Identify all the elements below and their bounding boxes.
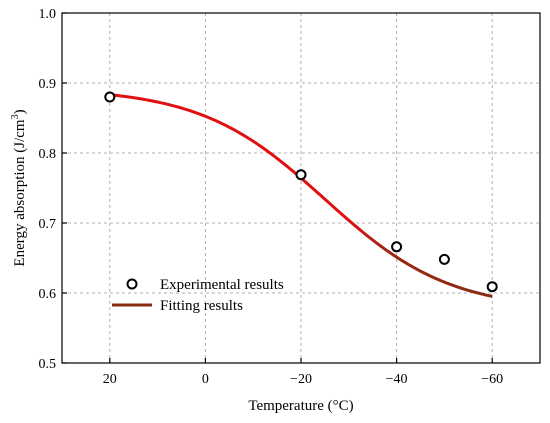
legend-marker-experimental xyxy=(126,278,138,290)
y-axis-title: Energy absorption (J/cm3) xyxy=(10,109,28,266)
data-point xyxy=(391,241,403,253)
data-point xyxy=(104,91,116,103)
x-tick-label: 0 xyxy=(202,372,209,387)
grid-lines xyxy=(62,13,540,363)
data-point xyxy=(438,253,450,265)
y-tick-label: 0.9 xyxy=(39,77,57,92)
y-tick-labels: 0.5 0.6 0.7 0.8 0.9 1.0 xyxy=(39,7,57,372)
y-axis-title-sup: 3 xyxy=(10,114,21,119)
data-point xyxy=(486,281,498,293)
y-axis-title-close: ) xyxy=(12,109,28,114)
x-tick-label: −40 xyxy=(386,372,408,387)
legend-label-fitting: Fitting results xyxy=(160,298,243,314)
axis-ticks xyxy=(62,12,493,364)
legend: Experimental results Fitting results xyxy=(112,277,284,314)
y-tick-label: 1.0 xyxy=(39,7,57,22)
y-tick-label: 0.7 xyxy=(39,217,57,232)
x-tick-label: −20 xyxy=(290,372,312,387)
x-tick-label: 20 xyxy=(103,372,117,387)
x-axis-title: Temperature (°C) xyxy=(248,398,353,414)
y-tick-label: 0.5 xyxy=(39,357,57,372)
x-tick-labels: 20 0 −20 −40 −60 xyxy=(103,372,503,387)
y-tick-label: 0.6 xyxy=(39,287,57,302)
y-axis-title-main: Energy absorption (J/cm xyxy=(12,119,28,267)
x-tick-label: −60 xyxy=(481,372,503,387)
data-points-layer xyxy=(104,91,498,293)
data-point xyxy=(295,169,307,181)
legend-label-experimental: Experimental results xyxy=(160,277,284,293)
y-tick-label: 0.8 xyxy=(39,147,57,162)
